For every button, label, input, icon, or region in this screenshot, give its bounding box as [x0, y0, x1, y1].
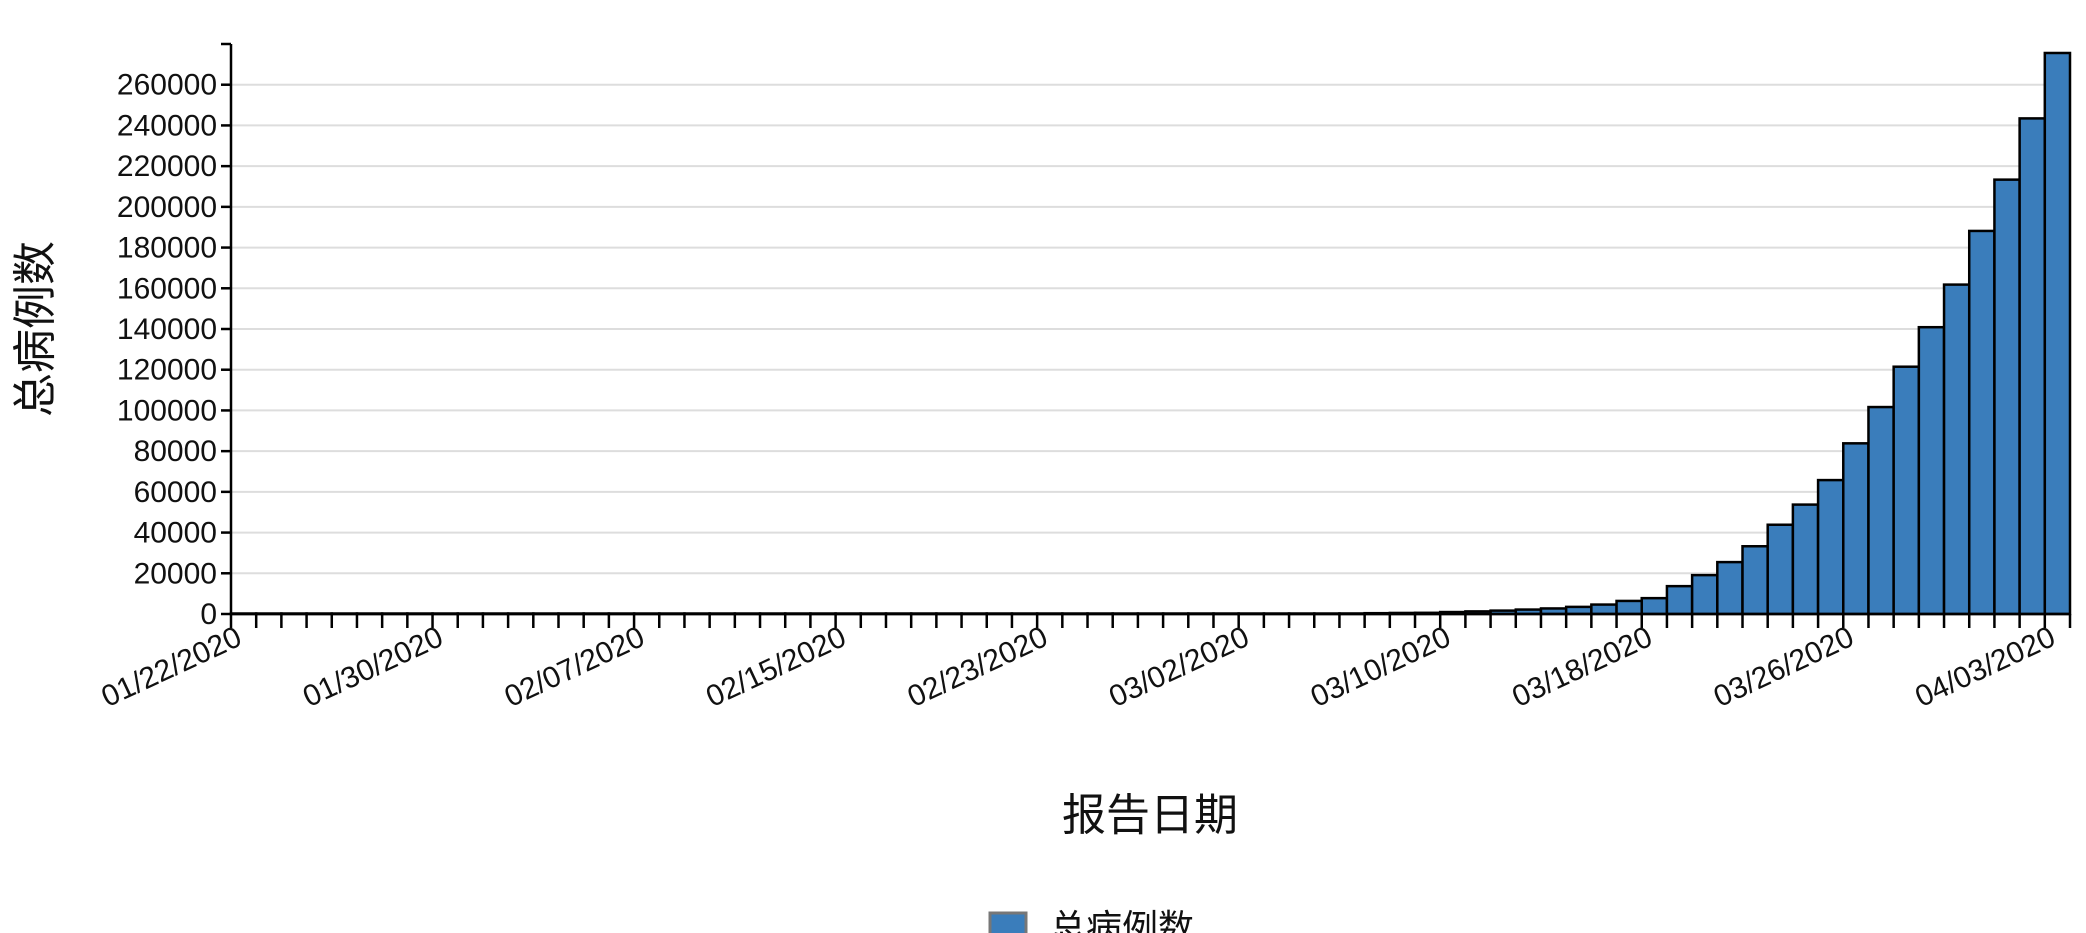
bar-03/30/2020 [1942, 283, 1971, 616]
y-tick-label-160000: 160000 [117, 272, 217, 305]
bars [229, 51, 2072, 616]
bar-03/22/2020 [1741, 545, 1769, 616]
x-tick-label-5: 03/02/2020 [1104, 620, 1254, 713]
bar-04/03/2020 [2043, 51, 2072, 616]
bar-03/24/2020 [1791, 503, 1820, 616]
bar-03/27/2020 [1867, 405, 1895, 616]
bar-03/25/2020 [1816, 478, 1845, 616]
y-tick-label-20000: 20000 [134, 557, 217, 590]
x-tick-label-4: 02/23/2020 [903, 620, 1053, 713]
bar-03/31/2020 [1967, 229, 1996, 616]
y-axis-title: 总病例数 [10, 241, 61, 417]
y-tick-label-80000: 80000 [134, 435, 217, 468]
bar-03/16/2020 [1590, 603, 1618, 616]
bar-03/28/2020 [1892, 365, 1921, 616]
bar-03/26/2020 [1842, 442, 1870, 616]
y-tick-label-100000: 100000 [117, 394, 217, 427]
y-tick-label-0: 0 [200, 598, 217, 631]
y-tick-label-260000: 260000 [117, 69, 217, 102]
bar-03/19/2020 [1665, 584, 1694, 616]
x-tick-label-1: 01/30/2020 [298, 620, 448, 713]
bar-03/17/2020 [1615, 599, 1643, 616]
y-tick-label-180000: 180000 [117, 232, 217, 265]
x-ticks: 01/22/2020 01/30/2020 02/07/2020 02/15/2020… [97, 614, 2072, 714]
bar-03/23/2020 [1766, 523, 1795, 616]
legend-label: 总病例数 [1050, 908, 1194, 933]
x-tick-label-8: 03/26/2020 [1709, 620, 1859, 713]
x-tick-label-3: 02/15/2020 [701, 620, 851, 713]
x-tick-label-0: 01/22/2020 [97, 620, 247, 713]
y-tick-label-120000: 120000 [117, 354, 217, 387]
x-tick-label-9: 04/03/2020 [1910, 620, 2060, 713]
gridlines [231, 83, 2070, 575]
x-axis-title: 报告日期 [1062, 790, 1238, 841]
x-tick-label-2: 02/07/2020 [500, 620, 650, 713]
legend: 总病例数 [988, 908, 1194, 933]
y-tick-label-220000: 220000 [117, 150, 217, 183]
y-tick-label-40000: 40000 [134, 517, 217, 550]
x-tick-label-6: 03/10/2020 [1306, 620, 1456, 713]
y-tick-label-200000: 200000 [117, 191, 217, 224]
bar-04/01/2020 [1993, 178, 2021, 616]
legend-swatch [988, 911, 1028, 933]
y-ticks: 0 20000 40000 60000 80000 100000 120000 140000 1… [117, 42, 231, 631]
bar-03/20/2020 [1690, 573, 1719, 616]
y-tick-label-240000: 240000 [117, 109, 217, 142]
bar-03/18/2020 [1640, 596, 1669, 616]
y-tick-label-140000: 140000 [117, 313, 217, 346]
x-tick-label-7: 03/18/2020 [1507, 620, 1657, 713]
bar-04/02/2020 [2018, 117, 2047, 616]
y-tick-label-60000: 60000 [134, 476, 217, 509]
bar-03/21/2020 [1716, 560, 1744, 616]
bar-03/29/2020 [1917, 325, 1946, 616]
